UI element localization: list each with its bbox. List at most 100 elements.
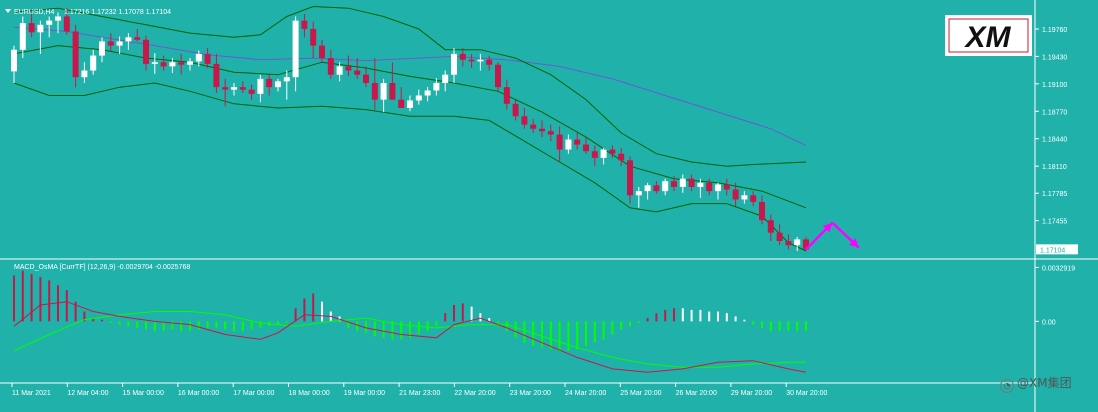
candle-body [609, 149, 616, 154]
candle-body [336, 66, 343, 75]
time-tick-label: 30 Mar 20:00 [786, 390, 827, 397]
candle-body [327, 58, 334, 75]
candle-body [213, 63, 220, 88]
price-tick-label: 1.17785 [1042, 191, 1067, 198]
candle-body [292, 20, 299, 78]
candle-body [706, 182, 713, 192]
candle-body [495, 64, 501, 88]
candle-body [195, 53, 202, 62]
candle-body [231, 87, 237, 90]
candle-body [11, 49, 17, 72]
candle-body [530, 124, 537, 129]
price-tick-label: 1.18110 [1042, 164, 1067, 171]
candle-body [574, 139, 581, 145]
candle-body [759, 201, 765, 221]
moving-average-line [13, 26, 807, 146]
candle-body [451, 53, 457, 75]
time-tick-label: 25 Mar 20:00 [620, 390, 661, 397]
candle-body [512, 103, 519, 117]
candle-body [785, 241, 792, 246]
time-tick-label: 23 Mar 20:00 [510, 390, 551, 397]
watermark: ◔ @XM集团 [1000, 374, 1072, 393]
time-tick-label: 19 Mar 00:00 [344, 390, 385, 397]
candle-body [275, 81, 281, 88]
candle-body [442, 74, 449, 84]
candle-body [169, 62, 176, 67]
candle-body [310, 28, 317, 46]
candle-body [794, 239, 801, 246]
candle-body [539, 128, 545, 132]
candle-body [565, 139, 572, 150]
candle-body [371, 83, 378, 100]
chart-menu-triangle-icon[interactable] [5, 9, 11, 13]
candle-body [653, 185, 660, 192]
time-tick-label: 16 Mar 00:00 [178, 390, 219, 397]
candle-body [239, 87, 246, 90]
candle-body [688, 178, 695, 187]
candle-body [679, 178, 686, 187]
candle-body [750, 195, 757, 202]
macd-main-line [13, 301, 807, 373]
candle-body [55, 16, 61, 21]
candle-body [46, 20, 53, 25]
candle-body [591, 151, 598, 158]
time-tick-label: 15 Mar 00:00 [123, 390, 164, 397]
candle-body [160, 62, 167, 67]
time-tick-label: 21 Mar 23:00 [399, 390, 440, 397]
candle-body [398, 99, 405, 108]
candle-body [433, 83, 440, 91]
current-price-label: 1.17104 [1040, 247, 1065, 254]
candle-body [134, 37, 141, 40]
time-tick-label: 22 Mar 20:00 [454, 390, 495, 397]
price-tick-label: 1.19430 [1042, 54, 1067, 61]
candle-body [107, 41, 114, 46]
candle-body [741, 195, 748, 200]
time-tick-label: 24 Mar 20:00 [565, 390, 606, 397]
candle-body [407, 100, 413, 108]
macd-label: MACD_OsMA [CurrTF] (12,26,9) -0.0029704 … [14, 264, 190, 271]
candle-body [776, 232, 783, 242]
candle-body [37, 24, 44, 33]
candle-body [732, 189, 739, 200]
candle-body [72, 31, 79, 78]
time-tick-label: 26 Mar 20:00 [676, 390, 717, 397]
price-tick-label: 1.18770 [1042, 109, 1067, 116]
candle-body [767, 220, 774, 233]
candle-body [99, 41, 105, 56]
candle-body [257, 78, 264, 94]
candle-body [627, 160, 633, 196]
ohlc-values: 1.17216 1.17232 1.17078 1.17104 [64, 9, 171, 16]
macd-pane[interactable] [13, 270, 807, 373]
candle-body [415, 95, 422, 101]
axis-labels: 1.19760 1.19430 1.19100 1.18770 1.18440 1.181… [0, 27, 1078, 397]
bollinger-lower-band [13, 82, 807, 252]
candle-body [81, 70, 88, 78]
candle-body [204, 53, 211, 64]
candle-body [319, 45, 325, 59]
candle-body [151, 62, 158, 64]
price-tick-label: 1.18440 [1042, 137, 1067, 144]
time-tick-label: 29 Mar 20:00 [731, 390, 772, 397]
price-pane[interactable] [11, 5, 860, 252]
candle-body [301, 20, 308, 29]
candle-body [697, 182, 704, 187]
candle-body [266, 78, 273, 88]
candle-body [671, 181, 677, 187]
candle-body [424, 90, 431, 96]
candle-body [116, 41, 123, 46]
candle-body [90, 55, 97, 71]
candle-body [143, 39, 149, 64]
watermark-text: @XM集团 [1017, 376, 1072, 390]
bollinger-upper-band [13, 5, 807, 167]
candle-body [459, 53, 466, 60]
weibo-icon: ◔ [1000, 379, 1014, 393]
macd-tick-label: 0.00 [1042, 319, 1056, 326]
candle-body [354, 70, 361, 75]
candle-body [547, 131, 554, 135]
time-tick-label: 17 Mar 00:00 [233, 390, 274, 397]
candle-body [521, 116, 528, 125]
candle-body [618, 153, 625, 161]
candle-body [380, 83, 387, 100]
xm-logo-text: XM [964, 21, 1012, 54]
